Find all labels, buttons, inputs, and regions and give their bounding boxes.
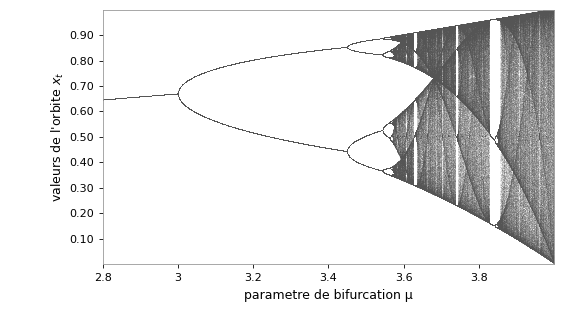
X-axis label: parametre de bifurcation μ: parametre de bifurcation μ — [244, 289, 413, 302]
Y-axis label: valeurs de l'orbite $x_t$: valeurs de l'orbite $x_t$ — [50, 72, 66, 202]
